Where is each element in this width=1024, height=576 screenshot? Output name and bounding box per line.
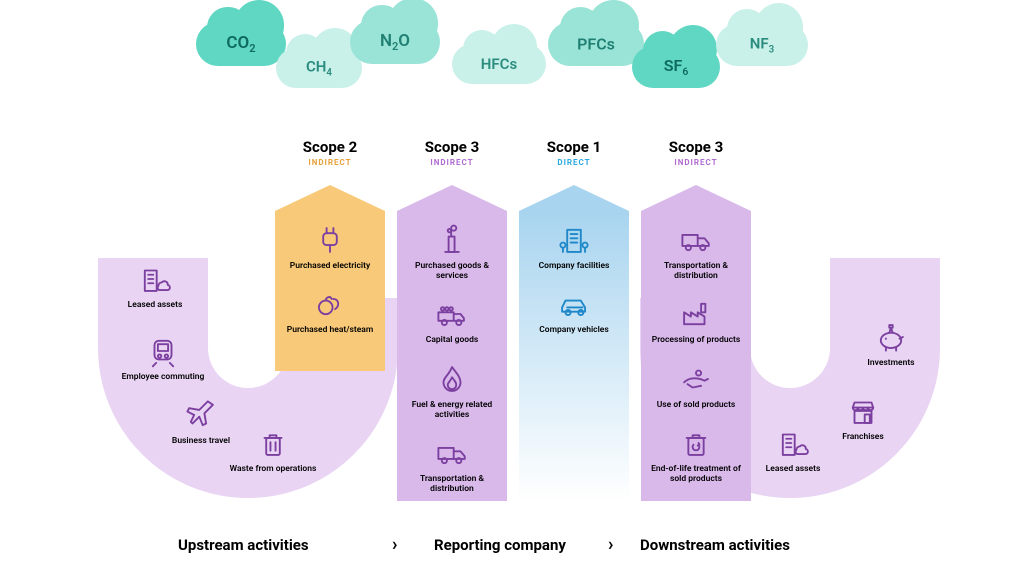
arrow-head-icon: [519, 185, 629, 211]
cloud-pfcs: PFCs: [548, 22, 644, 66]
activity-item: Transportation & distribution: [397, 430, 507, 504]
car-icon: [557, 287, 591, 321]
scope-subtitle: INDIRECT: [275, 158, 385, 167]
activity-item: End-of-life treatment of sold products: [641, 420, 751, 494]
activity-item: Waste from operations: [228, 426, 318, 474]
building-cloud-icon: [776, 426, 810, 460]
activity-label: Investments: [846, 358, 936, 368]
cloud-n2o: N2O: [350, 20, 440, 64]
cloud-label: HFCs: [481, 55, 517, 73]
arrow-head-icon: [397, 185, 507, 211]
cloud-label: NF3: [750, 35, 774, 56]
activity-item: Franchises: [818, 394, 908, 442]
activity-label: Leased assets: [748, 464, 838, 474]
cloud-label: PFCs: [577, 35, 615, 54]
cloud-label: SF6: [664, 56, 689, 78]
cloud-co2: CO2: [196, 22, 286, 66]
activity-item: Processing of products: [641, 291, 751, 355]
activity-label: Leased assets: [110, 300, 200, 310]
activity-label: Company facilities: [525, 261, 623, 271]
factory-smoke-icon: [435, 223, 469, 257]
activity-label: Use of sold products: [647, 400, 745, 410]
cloud-label: CO2: [226, 33, 255, 55]
activity-item: Leased assets: [110, 262, 200, 310]
train-icon: [146, 334, 180, 368]
column-scope1: Company facilities Company vehicles: [519, 185, 629, 501]
arrow-head-icon: [275, 185, 385, 211]
activity-label: Employee commuting: [118, 372, 208, 382]
flow-downstream: Downstream activities: [640, 536, 790, 554]
column-body: Transportation & distribution Processing…: [641, 211, 751, 501]
scope-header-scope3u: Scope 3 INDIRECT: [397, 138, 507, 167]
store-icon: [846, 394, 880, 428]
flame-icon: [435, 362, 469, 396]
chevron-icon: ›: [608, 534, 613, 555]
scope-subtitle: INDIRECT: [641, 158, 751, 167]
scope-title: Scope 3: [641, 138, 751, 156]
activity-item: Purchased electricity: [275, 217, 385, 281]
arrow-head-icon: [641, 185, 751, 211]
building-trees-icon: [557, 223, 591, 257]
cloud-sf6: SF6: [632, 46, 720, 88]
activity-item: Use of sold products: [641, 356, 751, 420]
activity-item: Capital goods: [397, 291, 507, 355]
column-body: Purchased electricity Purchased heat/ste…: [275, 211, 385, 371]
truck-icon: [435, 436, 469, 470]
activity-item: Fuel & energy related activities: [397, 356, 507, 430]
activity-label: Purchased heat/steam: [281, 325, 379, 335]
cloud-nf3: NF3: [716, 24, 808, 66]
activity-label: Processing of products: [647, 335, 745, 345]
trash-icon: [256, 426, 290, 460]
activity-label: Transportation & distribution: [403, 474, 501, 494]
activity-label: Company vehicles: [525, 325, 623, 335]
cloud-label: CH4: [306, 58, 332, 79]
recycle-bin-icon: [679, 426, 713, 460]
scope-header-scope2: Scope 2 INDIRECT: [275, 138, 385, 167]
activity-label: Purchased goods & services: [403, 261, 501, 281]
factory-icon: [679, 297, 713, 331]
hand-icon: [679, 362, 713, 396]
truck-logs-icon: [435, 297, 469, 331]
activity-item: Company facilities: [519, 217, 629, 281]
scope-title: Scope 3: [397, 138, 507, 156]
activity-label: Waste from operations: [228, 464, 318, 474]
scope-title: Scope 1: [519, 138, 629, 156]
column-body: Company facilities Company vehicles: [519, 211, 629, 501]
activity-item: Employee commuting: [118, 334, 208, 382]
truck-icon: [679, 223, 713, 257]
column-scope3d: Transportation & distribution Processing…: [641, 185, 751, 501]
scope-subtitle: INDIRECT: [397, 158, 507, 167]
activity-label: Transportation & distribution: [647, 261, 745, 281]
activity-label: Purchased electricity: [281, 261, 379, 271]
activity-item: Purchased heat/steam: [275, 281, 385, 345]
cloud-hfcs: HFCs: [452, 44, 546, 84]
activity-item: Investments: [846, 320, 936, 368]
activity-label: Capital goods: [403, 335, 501, 345]
activity-label: Fuel & energy related activities: [403, 400, 501, 420]
chevron-icon: ›: [392, 534, 397, 555]
column-scope3u: Purchased goods & services Capital goods…: [397, 185, 507, 501]
plane-icon: [184, 398, 218, 432]
activity-item: Purchased goods & services: [397, 217, 507, 291]
plug-icon: [313, 223, 347, 257]
scope-title: Scope 2: [275, 138, 385, 156]
activity-item: Transportation & distribution: [641, 217, 751, 291]
activity-label: Franchises: [818, 432, 908, 442]
scope-header-scope1: Scope 1 DIRECT: [519, 138, 629, 167]
scope-header-scope3d: Scope 3 INDIRECT: [641, 138, 751, 167]
cloud-label: N2O: [380, 31, 410, 53]
activity-item: Company vehicles: [519, 281, 629, 345]
column-body: Purchased goods & services Capital goods…: [397, 211, 507, 501]
flow-upstream: Upstream activities: [178, 536, 309, 554]
building-cloud-icon: [138, 262, 172, 296]
steam-icon: [313, 287, 347, 321]
scope-subtitle: DIRECT: [519, 158, 629, 167]
diagram-stage: CO2 CH4 N2O HFCs PFCs SF6 NF3 Scope 2 INDIRECT…: [0, 0, 1024, 576]
activity-label: End-of-life treatment of sold products: [647, 464, 745, 484]
column-scope2: Purchased electricity Purchased heat/ste…: [275, 185, 385, 371]
piggy-icon: [874, 320, 908, 354]
flow-reporting: Reporting company: [434, 536, 566, 554]
